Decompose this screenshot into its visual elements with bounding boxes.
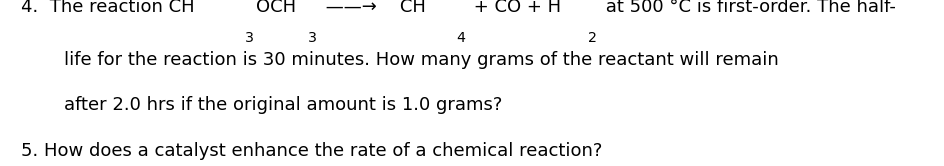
Text: 4: 4	[456, 31, 465, 44]
Text: 3: 3	[244, 31, 254, 44]
Text: + CO + H: + CO + H	[467, 0, 561, 16]
Text: 3: 3	[308, 31, 317, 44]
Text: ——→    CH: ——→ CH	[319, 0, 425, 16]
Text: 5. How does a catalyst enhance the rate of a chemical reaction?: 5. How does a catalyst enhance the rate …	[21, 142, 601, 160]
Text: OCH: OCH	[256, 0, 296, 16]
Text: life for the reaction is 30 minutes. How many grams of the reactant will remain: life for the reaction is 30 minutes. How…	[64, 51, 778, 69]
Text: 4.  The reaction CH: 4. The reaction CH	[21, 0, 194, 16]
Text: at 500 °C is first-order. The half-: at 500 °C is first-order. The half-	[599, 0, 895, 16]
Text: 2: 2	[587, 31, 597, 44]
Text: after 2.0 hrs if the original amount is 1.0 grams?: after 2.0 hrs if the original amount is …	[64, 96, 502, 114]
